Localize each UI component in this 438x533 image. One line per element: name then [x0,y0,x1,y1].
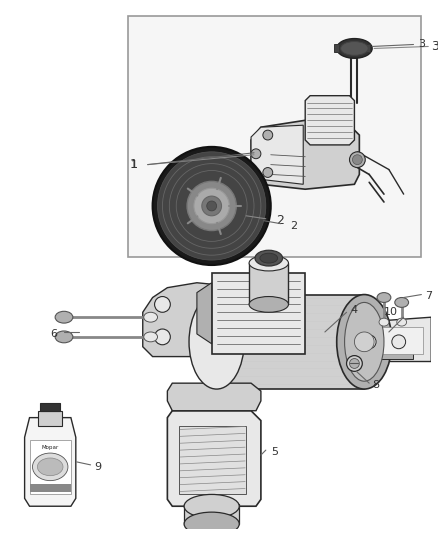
Text: 1: 1 [131,159,138,169]
Polygon shape [25,418,76,506]
Ellipse shape [263,130,273,140]
Bar [365,44,370,52]
Polygon shape [197,282,212,344]
Ellipse shape [55,311,73,323]
Polygon shape [217,295,364,389]
Ellipse shape [155,329,170,345]
Ellipse shape [202,196,222,216]
Polygon shape [305,96,354,145]
Text: 10: 10 [384,308,398,317]
Text: 3: 3 [431,40,438,53]
Ellipse shape [249,255,289,271]
Ellipse shape [354,332,374,352]
Ellipse shape [144,312,158,322]
Ellipse shape [189,295,244,389]
Ellipse shape [187,181,236,231]
Bar [184,504,239,524]
Polygon shape [362,317,431,361]
Ellipse shape [397,318,406,326]
Text: 2: 2 [290,221,297,231]
Ellipse shape [251,149,261,159]
Polygon shape [167,411,261,506]
Ellipse shape [341,42,368,55]
Polygon shape [212,273,305,353]
Ellipse shape [362,335,376,349]
Ellipse shape [249,296,289,312]
Text: 5: 5 [271,447,278,457]
Text: 9: 9 [95,462,102,472]
Text: Mopar: Mopar [42,445,59,450]
Ellipse shape [395,297,409,308]
Bar [128,16,421,257]
Text: 1: 1 [130,158,138,171]
Text: 6: 6 [50,329,57,339]
Ellipse shape [337,295,392,389]
Ellipse shape [32,453,68,481]
Text: 4: 4 [350,305,357,316]
Ellipse shape [337,38,372,58]
Text: 8: 8 [372,380,379,390]
Polygon shape [369,327,424,353]
Bar [29,440,71,495]
Ellipse shape [260,253,278,263]
Ellipse shape [350,152,365,167]
Bar [334,44,339,52]
Ellipse shape [194,188,230,224]
Ellipse shape [152,147,271,265]
Ellipse shape [207,201,217,211]
Bar [40,403,60,411]
Text: 7: 7 [425,290,432,301]
Polygon shape [249,263,289,304]
Ellipse shape [184,495,239,518]
Ellipse shape [155,296,170,312]
Polygon shape [350,322,413,359]
Polygon shape [143,282,217,357]
Ellipse shape [37,458,63,476]
Ellipse shape [392,335,406,349]
Ellipse shape [255,251,283,266]
Ellipse shape [346,356,362,372]
Ellipse shape [345,302,384,381]
Text: 2: 2 [276,214,283,227]
Polygon shape [179,425,246,495]
Ellipse shape [353,155,362,165]
Ellipse shape [55,331,73,343]
Text: 3: 3 [418,39,425,50]
Ellipse shape [144,332,158,342]
Ellipse shape [263,167,273,177]
Ellipse shape [379,318,389,326]
Polygon shape [251,125,303,184]
Bar [29,483,71,492]
Polygon shape [167,383,261,411]
Polygon shape [350,349,413,359]
Bar [39,411,62,425]
Ellipse shape [377,293,391,302]
Polygon shape [251,120,359,189]
Ellipse shape [184,512,239,533]
Ellipse shape [158,152,266,260]
Ellipse shape [350,359,359,368]
